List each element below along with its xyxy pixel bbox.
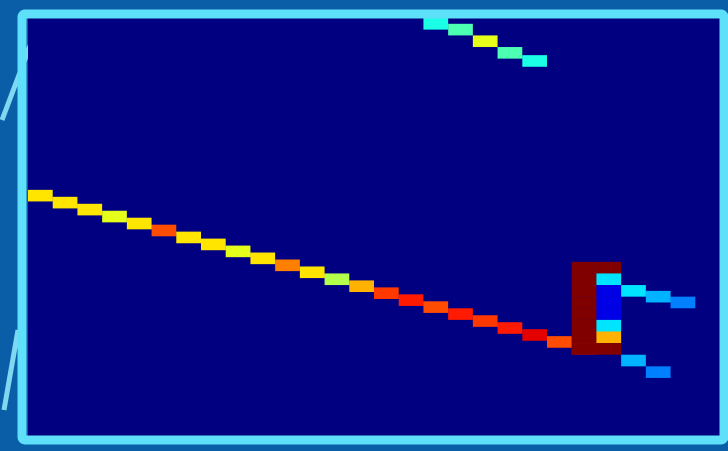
heatmap-cell [571,343,597,355]
heatmap-cell [448,23,473,36]
heatmap-cell [645,366,671,378]
heatmap-cell [472,315,498,327]
heatmap-cell [596,343,622,355]
heatmap-cell [596,296,622,309]
heatmap-cell [571,308,597,320]
heatmap-cell [596,261,622,274]
heatmap-cell [571,273,597,286]
heatmap-cell [497,47,523,59]
heatmap-cell [151,224,177,237]
heatmap-cell [176,231,201,244]
heatmap-cell [596,273,622,286]
heatmap-cell [596,308,622,320]
heatmap-cell [522,329,547,341]
heatmap-cell [398,294,424,306]
heatmap-cell [571,331,597,344]
heatmap-cell [275,259,300,272]
heatmap-cell [423,18,449,30]
heatmap-cell [77,203,103,216]
heatmap-cell [547,336,572,348]
heatmap-cell [596,331,622,344]
heatmap-cell [250,252,276,265]
heatmap-cell [596,285,622,297]
heatmap-cell [621,354,646,367]
heatmap-cell [374,287,399,299]
heatmap-cell [448,308,473,320]
heatmap-cell [571,261,597,274]
heatmap-cell [670,296,696,309]
heatmap-cell [423,301,449,313]
decor-line [1,329,21,411]
heatmap-cell [201,238,226,251]
heatmap-cell [126,217,152,230]
heatmap-cell [472,35,498,48]
heatmap-cell [621,285,646,297]
heatmap-cell [522,55,547,67]
heatmap-cell [497,322,523,334]
frame [17,9,728,445]
heatmap-cell [28,189,53,202]
heatmap-cell [225,245,251,258]
heatmap-cell [324,273,350,286]
heatmap-cell [299,266,325,279]
heatmap-cell [52,196,78,209]
heatmap-cell [571,296,597,309]
heatmap-cell [102,210,127,223]
heatmap-cell [571,319,597,332]
heatmap-cell [571,285,597,297]
heatmap-cell [645,290,671,303]
heatmap-cell [596,319,622,332]
plot-area [28,18,720,436]
heatmap-cell [349,280,374,293]
